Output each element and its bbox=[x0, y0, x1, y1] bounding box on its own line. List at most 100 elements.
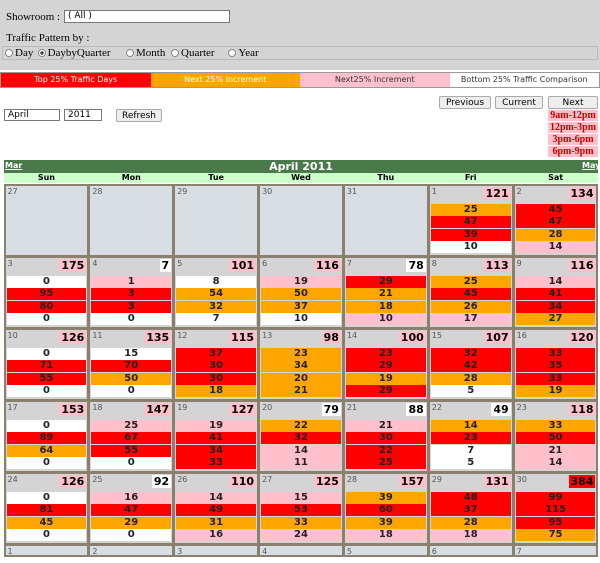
slot-value: 31 bbox=[176, 516, 257, 529]
day-cell: 21 88 21 30 22 25 bbox=[344, 401, 427, 471]
current-button[interactable]: Current bbox=[495, 96, 543, 109]
slot-value: 99 bbox=[515, 491, 596, 504]
slot-value: 18 bbox=[345, 529, 426, 541]
next-month-link[interactable]: May bbox=[582, 161, 600, 170]
day-number: 28 bbox=[346, 474, 358, 484]
day-number: 2 bbox=[92, 546, 98, 555]
slot-value: 23 bbox=[345, 347, 426, 360]
day-cell: 29 131 48 37 28 18 bbox=[429, 473, 512, 543]
slot-value: 80 bbox=[6, 300, 87, 313]
day-number: 14 bbox=[346, 330, 358, 340]
showroom-select[interactable]: ( All ) bbox=[64, 10, 230, 23]
slot-value: 50 bbox=[261, 288, 341, 300]
slot-value: 14 bbox=[430, 419, 511, 432]
radio-label: Month bbox=[136, 47, 166, 59]
slot-value: 21 bbox=[345, 288, 426, 300]
slot-value: 0 bbox=[91, 457, 172, 469]
slot-value: 33 bbox=[261, 516, 341, 529]
calendar-grid: 27 28 29 30 31 1 121 25 47 39 10 2 134 45 47 28 14 3 175 0 9… bbox=[4, 184, 598, 557]
slot-value: 34 bbox=[176, 444, 257, 457]
slot-value: 3 bbox=[91, 288, 172, 300]
day-number: 3 bbox=[7, 258, 13, 268]
day-number: 31 bbox=[346, 186, 358, 196]
slot-value: 35 bbox=[515, 360, 596, 372]
slot-value: 27 bbox=[515, 313, 596, 325]
day-total: 98 bbox=[321, 330, 341, 344]
month-select[interactable]: April bbox=[4, 109, 60, 121]
next-button[interactable]: Next bbox=[548, 96, 598, 109]
radio-button[interactable] bbox=[37, 49, 46, 57]
refresh-button[interactable]: Refresh bbox=[116, 109, 162, 122]
day-total: 125 bbox=[313, 474, 341, 488]
prev-month-link[interactable]: Mar bbox=[5, 161, 23, 170]
day-total: 49 bbox=[491, 402, 511, 416]
radio-label: Quarter bbox=[181, 47, 215, 59]
slot-value: 41 bbox=[515, 288, 596, 300]
slot-value: 67 bbox=[91, 432, 172, 444]
slot-value: 29 bbox=[345, 275, 426, 288]
weekday-header: Tue bbox=[173, 173, 259, 183]
day-total: 78 bbox=[406, 258, 426, 272]
slot-value: 19 bbox=[261, 275, 341, 288]
day-number: 6 bbox=[262, 258, 268, 268]
day-total: 115 bbox=[229, 330, 257, 344]
day-number: 3 bbox=[177, 546, 183, 555]
slot-value: 17 bbox=[430, 313, 511, 325]
slot-value: 81 bbox=[6, 504, 87, 516]
radio-button[interactable] bbox=[126, 49, 134, 57]
time-slot: 12pm-3pm bbox=[548, 122, 598, 133]
slot-value: 45 bbox=[430, 288, 511, 300]
slot-value: 14 bbox=[515, 457, 596, 469]
radio-button[interactable] bbox=[171, 49, 179, 57]
showroom-label: Showroom : bbox=[6, 11, 61, 23]
day-cell: 3 bbox=[175, 545, 258, 555]
previous-button[interactable]: Previous bbox=[439, 96, 491, 109]
year-select[interactable]: 2011 bbox=[64, 109, 102, 121]
slot-value: 19 bbox=[345, 372, 426, 385]
slot-value: 26 bbox=[430, 300, 511, 313]
radio-group: Day DaybyQuarter Month Quarter Year bbox=[2, 46, 598, 60]
slot-value: 42 bbox=[430, 360, 511, 372]
day-cell: 7 78 29 21 18 10 bbox=[344, 257, 427, 327]
radio-button[interactable] bbox=[5, 49, 13, 57]
slot-value: 24 bbox=[261, 529, 341, 541]
day-total: 110 bbox=[229, 474, 257, 488]
slot-value: 10 bbox=[430, 241, 511, 253]
weekday-header: Mon bbox=[88, 173, 174, 183]
day-cell: 19 127 19 41 34 33 bbox=[175, 401, 258, 471]
day-number: 4 bbox=[262, 546, 268, 555]
slot-value: 33 bbox=[176, 457, 257, 469]
day-number: 24 bbox=[7, 474, 18, 484]
calendar-header bbox=[4, 160, 598, 173]
day-cell: 30 bbox=[260, 185, 342, 255]
slot-value: 22 bbox=[261, 419, 341, 432]
slot-value: 8 bbox=[176, 275, 257, 288]
slot-value: 60 bbox=[345, 504, 426, 516]
day-total: 157 bbox=[398, 474, 426, 488]
slot-value: 48 bbox=[430, 491, 511, 504]
slot-value: 75 bbox=[515, 529, 596, 541]
day-total: 134 bbox=[568, 186, 596, 200]
slot-value: 37 bbox=[176, 347, 257, 360]
slot-value: 37 bbox=[430, 504, 511, 516]
day-total: 92 bbox=[151, 474, 172, 488]
slot-value: 14 bbox=[176, 491, 257, 504]
slot-value: 70 bbox=[91, 360, 172, 372]
day-total: 100 bbox=[398, 330, 426, 344]
weekday-header: Thu bbox=[343, 173, 429, 183]
day-number: 27 bbox=[7, 186, 18, 196]
day-cell: 6 116 19 50 37 10 bbox=[260, 257, 342, 327]
slot-value: 16 bbox=[91, 491, 172, 504]
day-number: 20 bbox=[262, 402, 273, 412]
radio-button[interactable] bbox=[228, 49, 237, 57]
day-number: 9 bbox=[516, 258, 522, 268]
day-total: 118 bbox=[568, 402, 596, 416]
day-number: 12 bbox=[177, 330, 188, 340]
slot-value: 19 bbox=[176, 419, 257, 432]
day-cell: 9 116 14 41 34 27 bbox=[514, 257, 597, 327]
slot-value: 41 bbox=[176, 432, 257, 444]
day-number: 22 bbox=[431, 402, 442, 412]
day-cell: 14 100 23 29 19 29 bbox=[344, 329, 427, 399]
